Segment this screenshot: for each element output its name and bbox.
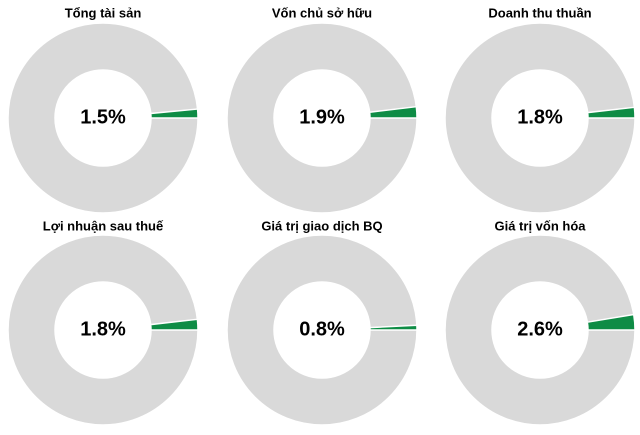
center-label: 0.8% (299, 318, 345, 340)
donut-track (7, 22, 199, 214)
donut-slice (368, 105, 418, 119)
chart-title: Tổng tài sản (65, 5, 142, 20)
chart-title: Giá trị giao dịch BQ (261, 218, 382, 233)
donut-chart: Lợi nhuận sau thuế 1.8% (7, 218, 199, 426)
chart-title: Doanh thu thuần (488, 5, 591, 20)
donut-track (226, 234, 418, 426)
donut-slice (149, 318, 199, 331)
donut-slice (586, 313, 636, 331)
center-label: 1.5% (80, 106, 126, 128)
donut-chart: Tổng tài sản 1.5% (7, 5, 199, 214)
donut-chart: Giá trị giao dịch BQ 0.8% (226, 218, 418, 426)
donut-track (7, 234, 199, 426)
donut-track (226, 22, 418, 214)
center-label: 1.9% (299, 106, 345, 128)
donut-chart: Doanh thu thuần 1.8% (444, 5, 636, 214)
center-label: 1.8% (517, 106, 563, 128)
donut-track (444, 234, 636, 426)
donut-slice (149, 108, 199, 119)
center-label: 2.6% (517, 318, 563, 340)
donut-slice (369, 324, 418, 331)
chart-title: Lợi nhuận sau thuế (43, 218, 164, 233)
chart-title: Vốn chủ sở hữu (272, 5, 372, 20)
donut-chart: Vốn chủ sở hữu 1.9% (226, 5, 418, 214)
donut-slice (586, 106, 636, 119)
chart-title: Giá trị vốn hóa (494, 218, 586, 233)
center-label: 1.8% (80, 318, 126, 340)
donut-track (444, 22, 636, 214)
donut-chart: Giá trị vốn hóa 2.6% (444, 218, 636, 426)
